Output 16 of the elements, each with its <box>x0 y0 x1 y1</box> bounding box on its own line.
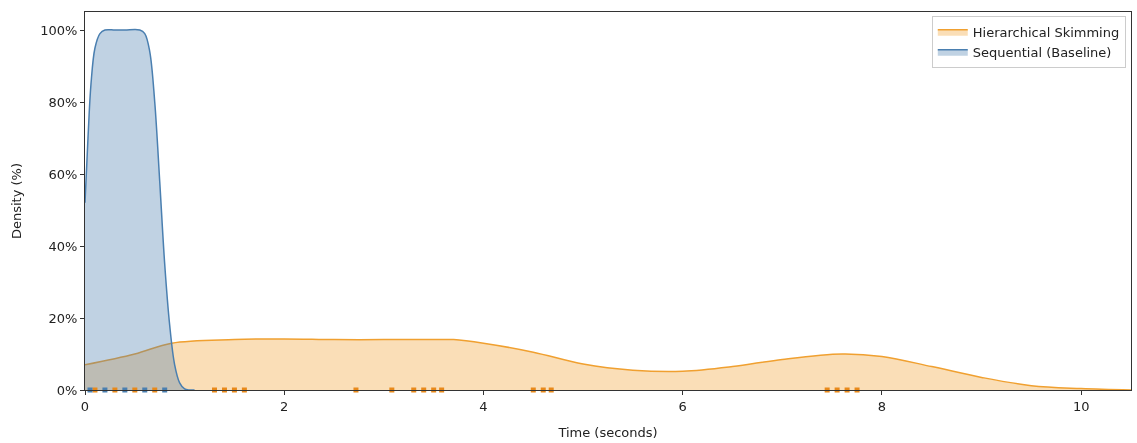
x-tick-label: 6 <box>678 398 687 414</box>
y-tick-label: 20% <box>48 310 78 326</box>
x-tick-label: 2 <box>280 398 289 414</box>
x-tick-label: 4 <box>479 398 488 414</box>
y-tick-label: 100% <box>40 22 78 38</box>
y-tick-label: 40% <box>48 238 78 254</box>
x-tick-label: 0 <box>80 398 90 414</box>
legend-label: Sequential (Baseline) <box>972 44 1112 60</box>
x-axis-title: Time (seconds) <box>557 425 658 441</box>
legend-label: Hierarchical Skimming <box>972 24 1120 40</box>
y-axis-title: Density (%) <box>9 162 25 240</box>
x-tick-label: 10 <box>1072 398 1090 414</box>
y-tick-label: 80% <box>48 94 78 110</box>
x-tick-label: 8 <box>877 398 887 414</box>
y-tick-label: 0% <box>56 382 78 398</box>
y-tick-label: 60% <box>48 166 78 182</box>
